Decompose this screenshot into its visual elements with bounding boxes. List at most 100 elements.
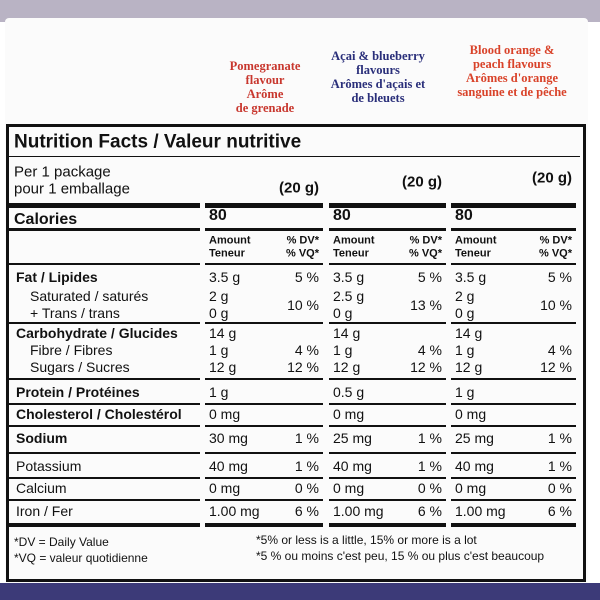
amount-header: Teneur [333, 247, 369, 260]
nutrient-label: Sugars / Sucres [30, 359, 130, 375]
serving-size: (20 g) [531, 169, 572, 187]
nutrient-label: Fat / Lipides [16, 269, 98, 285]
flavour-name: de grenade [235, 100, 295, 115]
rule [451, 322, 576, 324]
rule [205, 452, 323, 454]
rule [451, 477, 576, 479]
daily-value: 0 % [294, 480, 319, 496]
rule [451, 403, 576, 405]
amount: 40 mg [455, 458, 494, 474]
daily-value: 5 % [547, 269, 572, 285]
amount: 2 g [209, 288, 229, 304]
daily-value: 12 % [287, 359, 319, 375]
amount: 40 mg [209, 458, 248, 474]
flavour-name: Blood orange & [469, 42, 555, 57]
flavour-name: flavours [356, 62, 400, 77]
amount: 2.5 g [333, 288, 365, 304]
rule [451, 263, 576, 265]
calories-label: Calories [14, 211, 78, 228]
flavour-name: flavour [245, 72, 285, 87]
amount: 3.5 g [455, 269, 487, 285]
rule [329, 203, 446, 208]
rule [205, 228, 323, 231]
title: Nutrition Facts / Valeur nutritive [14, 131, 302, 153]
rule [205, 263, 323, 265]
flavour-name: sanguine et de pêche [457, 84, 567, 99]
amount: 2 g [455, 288, 475, 304]
amount-header: Amount [455, 234, 497, 247]
rule [9, 403, 200, 405]
rule [451, 499, 576, 501]
amount: 0.5 g [333, 384, 365, 400]
flavour-name: Arôme [246, 86, 284, 101]
rule [329, 452, 446, 454]
rule [451, 228, 576, 231]
amount: 0 g [333, 305, 353, 321]
rule [9, 228, 200, 231]
nutrient-label: Carbohydrate / Glucides [16, 325, 178, 341]
rule [9, 477, 200, 479]
nutrient-label: + Trans / trans [30, 305, 120, 321]
rule [329, 425, 446, 427]
daily-value: 1 % [547, 430, 572, 446]
rule [329, 499, 446, 501]
rule [9, 156, 580, 157]
rule [329, 403, 446, 405]
amount: 14 g [209, 325, 237, 341]
rule [451, 378, 576, 380]
package [5, 18, 588, 583]
rule [205, 322, 323, 324]
daily-value: 4 % [417, 342, 442, 358]
amount: 12 g [333, 359, 361, 375]
rule [451, 452, 576, 454]
rule [9, 263, 200, 265]
rule [205, 203, 323, 208]
daily-value: 12 % [540, 359, 572, 375]
amount: 0 g [455, 305, 475, 321]
amount: 0 mg [209, 480, 241, 496]
dv-header: % DV* [286, 234, 319, 247]
amount: 1 g [455, 342, 475, 358]
amount: 1 g [455, 384, 475, 400]
amount-header: Amount [209, 234, 251, 247]
calories-value: 80 [333, 207, 351, 224]
amount: 1.00 mg [333, 503, 384, 519]
daily-value: 0 % [417, 480, 442, 496]
dv-header: % DV* [409, 234, 442, 247]
daily-value: 10 % [540, 296, 572, 313]
rule [205, 425, 323, 427]
daily-value: 1 % [294, 430, 319, 446]
amount-header: Teneur [455, 247, 491, 260]
rule [205, 523, 323, 527]
amount: 14 g [333, 325, 361, 341]
rule [451, 425, 576, 427]
footnote: *VQ = valeur quotidienne [14, 551, 148, 565]
amount: 40 mg [333, 458, 372, 474]
amount: 0 mg [209, 406, 241, 422]
footnote: *5% or less is a little, 15% or more is … [256, 533, 477, 547]
daily-value: 4 % [294, 342, 319, 358]
nutrient-label: Fibre / Fibres [30, 342, 113, 358]
calories-value: 80 [209, 207, 227, 224]
rule [9, 203, 200, 208]
rule [9, 425, 200, 427]
amount: 14 g [455, 325, 483, 341]
amount-header: Teneur [209, 247, 245, 260]
rule [329, 477, 446, 479]
daily-value: 1 % [294, 458, 319, 474]
rule [329, 322, 446, 324]
amount: 3.5 g [209, 269, 241, 285]
daily-value: 0 % [547, 480, 572, 496]
nutrient-label: Cholesterol / Cholestérol [16, 406, 182, 422]
daily-value: 4 % [547, 342, 572, 358]
serving-size: (20 g) [278, 179, 319, 197]
rule [329, 228, 446, 231]
amount: 25 mg [333, 430, 372, 446]
calories-value: 80 [455, 207, 473, 224]
daily-value: 5 % [417, 269, 442, 285]
rule [451, 203, 576, 208]
dv-header: % VQ* [285, 247, 319, 260]
rule [9, 452, 200, 454]
footnote: *5 % ou moins c'est peu, 15 % ou plus c'… [256, 549, 545, 563]
